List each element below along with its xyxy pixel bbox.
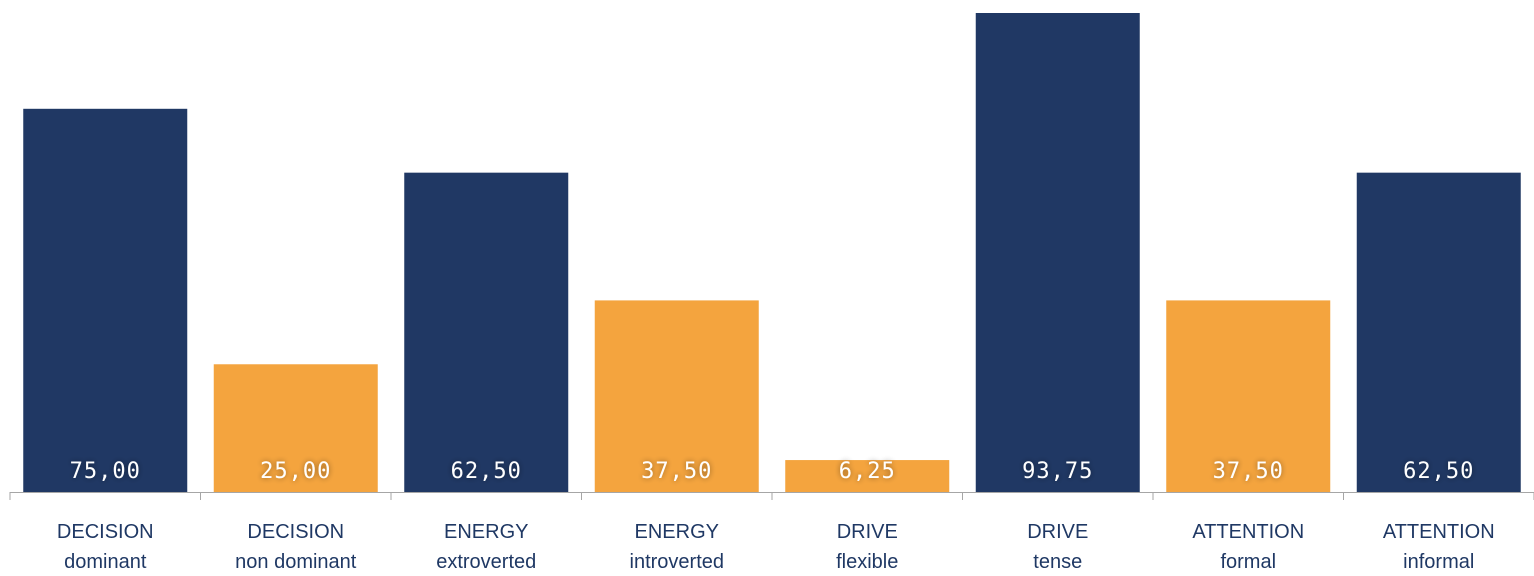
- data-label: 37,50: [641, 459, 712, 484]
- bars-group: 75,00 25,00 62,50 37,50 6,25 93,75 37,50 62,50: [23, 13, 1521, 493]
- bar: [23, 108, 188, 493]
- category-labels: DECISION dominant DECISION non dominant ENER…: [57, 521, 1495, 573]
- data-label: 37,50: [1213, 459, 1284, 484]
- data-label: 62,50: [1403, 459, 1474, 484]
- data-label: 75,00: [70, 459, 141, 484]
- category-label-group: ATTENTION: [1192, 521, 1304, 543]
- category-label-group: DRIVE: [837, 521, 898, 543]
- category-label-group: DRIVE: [1027, 521, 1088, 543]
- category-label-subtype: flexible: [836, 551, 898, 573]
- x-axis-ticks: [9, 492, 1534, 500]
- bar: [594, 300, 759, 492]
- bar: [1166, 300, 1331, 492]
- data-label: 93,75: [1022, 459, 1093, 484]
- category-label-group: DECISION: [57, 521, 154, 543]
- bar: [404, 172, 569, 492]
- bar: [1356, 172, 1521, 492]
- category-label-group: DECISION: [247, 521, 344, 543]
- category-label-subtype: introverted: [630, 551, 725, 573]
- data-label: 6,25: [839, 459, 896, 484]
- category-label-subtype: tense: [1033, 551, 1082, 573]
- bar: [975, 13, 1140, 492]
- category-label-subtype: dominant: [64, 551, 147, 573]
- data-label: 25,00: [260, 459, 331, 484]
- data-label: 62,50: [451, 459, 522, 484]
- category-label-subtype: extroverted: [436, 551, 536, 573]
- category-label-group: ENERGY: [444, 521, 528, 543]
- category-label-subtype: informal: [1403, 551, 1474, 573]
- bar: [213, 364, 378, 492]
- category-label-group: ATTENTION: [1383, 521, 1495, 543]
- category-label-subtype: formal: [1220, 551, 1276, 573]
- category-label-group: ENERGY: [635, 521, 719, 543]
- bar: [785, 460, 950, 492]
- category-label-subtype: non dominant: [235, 551, 357, 573]
